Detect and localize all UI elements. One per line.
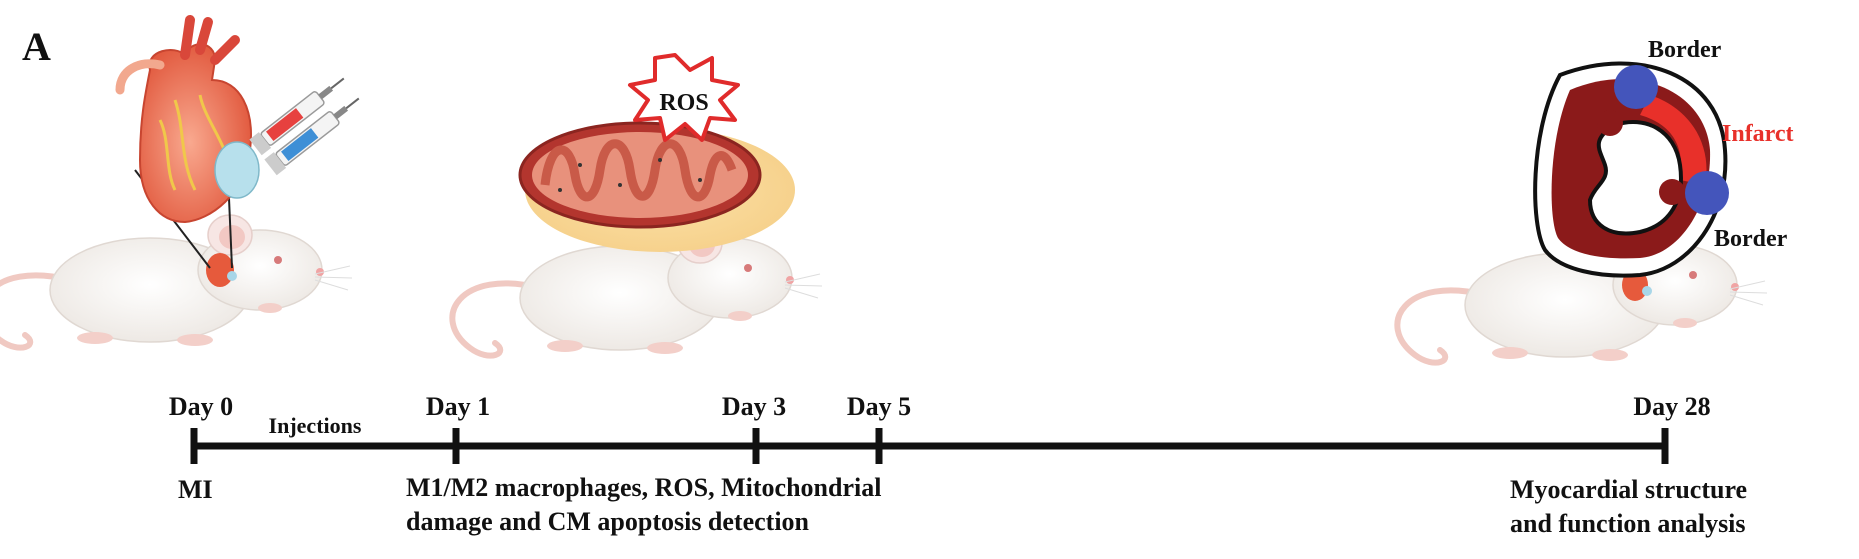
ros-label: ROS <box>659 90 708 116</box>
mi-label: MI <box>178 475 213 504</box>
day-label-5: Day 5 <box>847 392 911 421</box>
border-dot-bottom <box>1685 171 1729 215</box>
injections-label: Injections <box>269 413 362 438</box>
border-label-bottom: Border <box>1714 226 1788 252</box>
mouse-icon <box>0 215 352 348</box>
mitochondrion-icon <box>518 121 795 252</box>
syringe-icon <box>249 77 360 176</box>
detection-label-line2: damage and CM apoptosis detection <box>406 507 810 536</box>
day-label-3: Day 3 <box>722 392 786 421</box>
heart-cross-section <box>1533 61 1729 278</box>
border-label-top: Border <box>1648 37 1722 63</box>
analysis-label-line2: and function analysis <box>1510 509 1746 538</box>
detection-label-line1: M1/M2 macrophages, ROS, Mitochondrial <box>406 473 881 502</box>
day-label-1: Day 1 <box>426 392 490 421</box>
infarct-label: Infarct <box>1722 121 1794 147</box>
day-label-28: Day 28 <box>1633 392 1710 421</box>
panel-label: A <box>22 24 51 69</box>
heart-icon <box>115 15 260 224</box>
starburst-icon <box>628 53 740 142</box>
timeline-ticks <box>190 428 1669 464</box>
day-label-0: Day 0 <box>169 392 233 421</box>
border-dot-top <box>1614 65 1658 109</box>
analysis-label-line1: Myocardial structure <box>1510 475 1747 504</box>
